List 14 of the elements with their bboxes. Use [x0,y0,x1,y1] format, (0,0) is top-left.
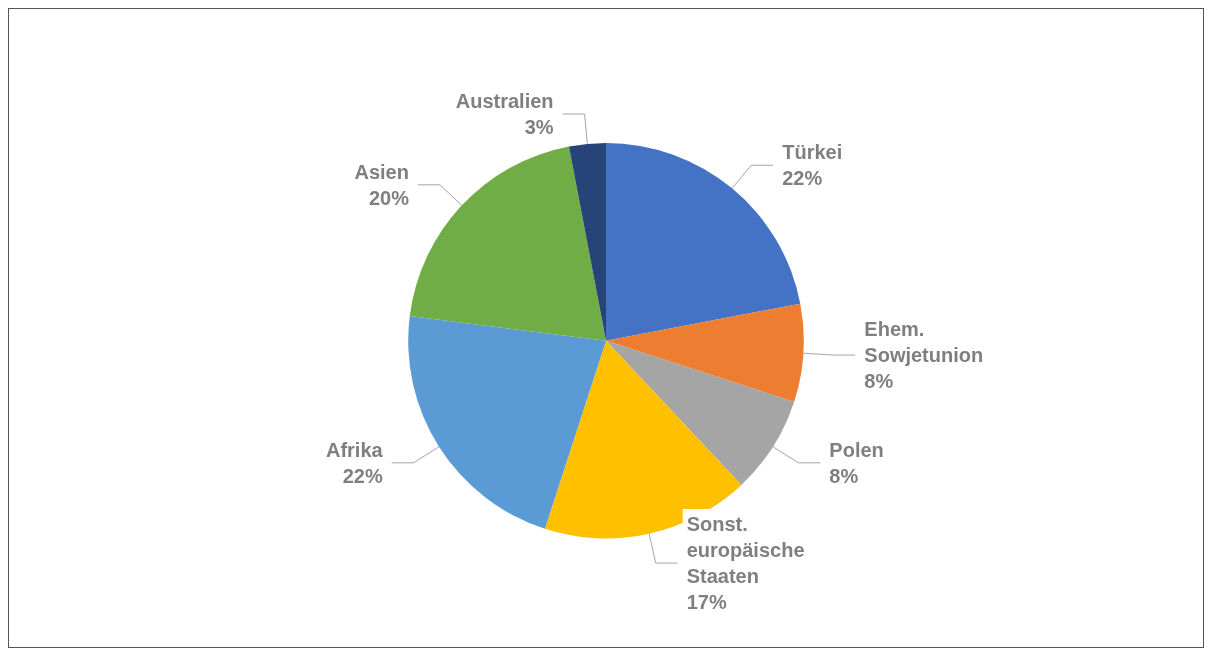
data-label: 20% [368,186,410,209]
data-label: 3% [524,115,554,138]
slice-label: Australien [455,89,554,112]
data-label: 22% [342,464,383,487]
data-label: 8% [864,370,894,393]
slice-label: Afrika [325,438,384,461]
data-label: 8% [829,464,859,487]
data-label: 17% [686,591,727,614]
data-label: 22% [782,167,823,190]
slice-label: Sonst. europäische Staaten [686,513,811,588]
slice-label: Asien [354,160,409,183]
slice-label: Ehem. Sowjetunion [864,318,984,367]
slice-label: Türkei [782,141,843,164]
slice-label: Polen [829,438,884,461]
